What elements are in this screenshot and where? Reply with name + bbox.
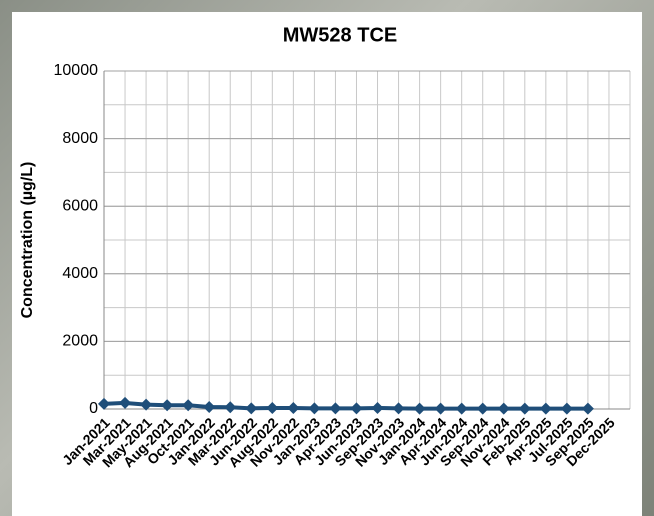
marker	[497, 402, 510, 415]
marker	[287, 401, 300, 414]
marker	[98, 397, 110, 410]
marker	[434, 402, 447, 415]
marker	[518, 402, 531, 415]
marker	[140, 398, 153, 411]
marker	[539, 402, 552, 415]
marker	[245, 402, 258, 415]
marker	[161, 399, 174, 412]
marker	[203, 400, 216, 413]
marker	[266, 401, 279, 414]
y-tick-label: 4000	[62, 265, 98, 282]
y-tick-label: 10000	[54, 62, 99, 79]
marker	[581, 402, 594, 415]
marker	[308, 402, 321, 415]
marker	[476, 402, 489, 415]
marker	[455, 402, 468, 415]
marker	[350, 402, 363, 415]
y-axis-label: Concentration (µg/L)	[19, 162, 36, 319]
marker	[371, 401, 384, 414]
marker	[182, 399, 195, 412]
marker	[329, 402, 342, 415]
marker	[224, 401, 237, 414]
marker	[392, 402, 405, 415]
marker	[119, 396, 132, 409]
marker	[413, 402, 426, 415]
chart-title: MW528 TCE	[283, 24, 397, 46]
chart-panel	[12, 12, 642, 516]
y-tick-label: 2000	[62, 333, 98, 350]
y-tick-label: 0	[89, 400, 98, 417]
y-tick-label: 8000	[62, 130, 98, 147]
marker	[560, 402, 573, 415]
y-tick-label: 6000	[62, 197, 98, 214]
